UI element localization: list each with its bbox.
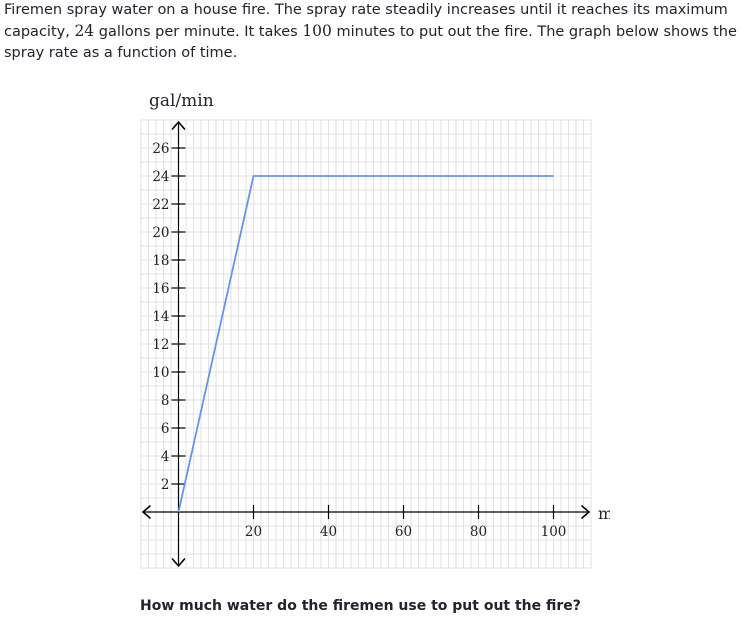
problem-text-part2: gallons per minute. It takes (94, 24, 303, 40)
spray-rate-line (177, 175, 554, 513)
max-rate-value: 24 (74, 22, 95, 40)
y-tick-label: 4 (161, 449, 170, 465)
y-tick-label: 26 (152, 141, 169, 157)
x-tick-label: 100 (541, 524, 567, 540)
y-tick-label: 22 (152, 197, 169, 213)
problem-text-part1: Firemen spray water on a house fire. The… (4, 2, 728, 40)
x-axis-arrow-right (581, 505, 590, 519)
x-axis-arrow-left (142, 505, 151, 519)
y-tick-label: 8 (161, 393, 170, 409)
problem-statement: Firemen spray water on a house fire. The… (4, 0, 738, 64)
spray-rate-graph: 20 40 60 80 100 2 4 6 8 10 12 14 16 18 20 22 24 26 gal/mi… (130, 82, 629, 582)
y-tick-label: 6 (161, 421, 170, 437)
x-tick-label: 60 (395, 524, 412, 540)
x-tick-label: 80 (470, 524, 487, 540)
problem-text-part3: minutes to put out the fire. The graph b… (4, 24, 737, 61)
question-text: How much water do the firemen use to put… (140, 598, 581, 614)
y-axis-arrow-down (171, 558, 186, 567)
total-time-value: 100 (302, 22, 332, 40)
y-axis-label: gal/min (149, 91, 214, 111)
y-tick-label: 18 (152, 253, 169, 269)
grid (140, 119, 592, 569)
y-tick-label: 12 (152, 337, 169, 353)
y-tick-label: 14 (152, 309, 169, 325)
y-tick-label: 20 (152, 225, 169, 241)
y-axis-arrow-up (171, 121, 186, 130)
y-tick-label: 16 (152, 281, 169, 297)
x-axis-label: min (598, 504, 610, 523)
x-tick-label: 20 (245, 524, 262, 540)
y-tick-label: 24 (152, 169, 169, 185)
y-tick-label: 10 (152, 365, 169, 381)
x-tick-label: 40 (320, 524, 337, 540)
axis-labels: gal/min min (149, 91, 629, 523)
y-tick-label: 2 (161, 477, 170, 493)
series (177, 175, 554, 513)
